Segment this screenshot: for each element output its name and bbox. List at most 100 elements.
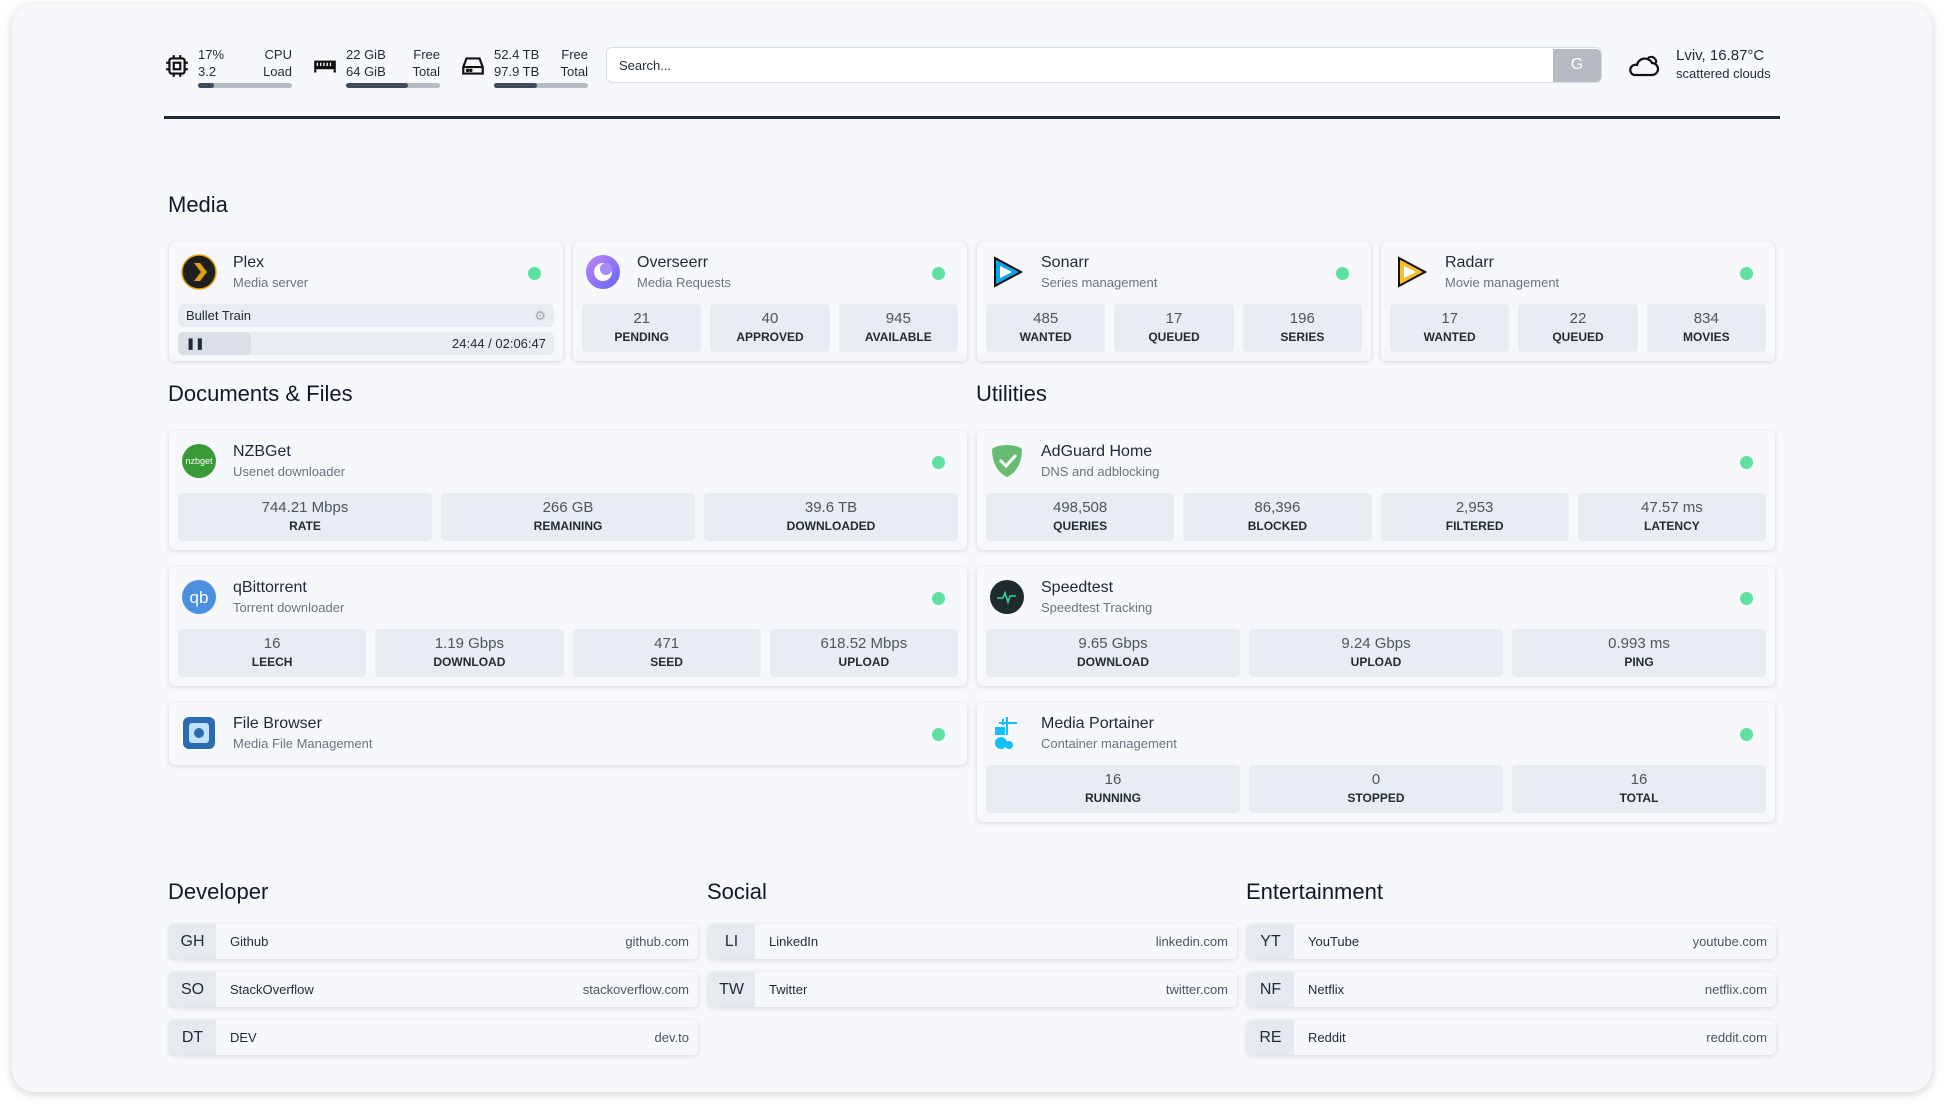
bookmark-dev[interactable]: DT DEV dev.to bbox=[169, 1020, 698, 1055]
stat-value: 39.6 TB bbox=[804, 499, 858, 516]
search-button[interactable]: G bbox=[1553, 48, 1601, 82]
search-input[interactable]: Search... G bbox=[606, 47, 1602, 83]
service-description: Speedtest Tracking bbox=[1041, 600, 1153, 615]
service-card-nzbget[interactable]: nzbget NZBGet Usenet downloader 744.21 Mbps… bbox=[169, 431, 967, 550]
stat-label: QUERIES bbox=[1053, 519, 1108, 533]
stat-value: 834 bbox=[1693, 310, 1719, 327]
service-card-speedtest[interactable]: Speedtest Speedtest Tracking 9.65 Gbps DOWN… bbox=[977, 567, 1775, 686]
service-description: Torrent downloader bbox=[233, 600, 345, 615]
status-dot bbox=[932, 592, 945, 605]
status-dot bbox=[1740, 456, 1753, 469]
stat-label: BLOCKED bbox=[1247, 519, 1308, 533]
header-divider bbox=[164, 116, 1780, 119]
service-card-qbittorrent[interactable]: qb qBittorrent Torrent downloader 16 LEECH 1.… bbox=[169, 567, 967, 686]
bookmark-name: Twitter bbox=[769, 982, 808, 997]
stat-label: PING bbox=[1624, 655, 1654, 669]
disk-bar bbox=[494, 83, 588, 88]
stat-block: 945 AVAILABLE bbox=[838, 304, 958, 352]
stat-value: 22 bbox=[1569, 310, 1587, 327]
service-card-plex[interactable]: Plex Media server Bullet Train ⚙ ❚❚ 24:44 / 0… bbox=[169, 242, 563, 361]
bookmark-linkedin[interactable]: LI LinkedIn linkedin.com bbox=[708, 924, 1237, 959]
bookmark-abbr: TW bbox=[708, 972, 755, 1007]
stat-value: 16 bbox=[1630, 771, 1648, 788]
pause-icon[interactable]: ❚❚ bbox=[186, 338, 205, 350]
stats-row: 16 LEECH 1.19 Gbps DOWNLOAD 471 SEED 618.52 Mb… bbox=[178, 629, 958, 677]
stat-value: 618.52 Mbps bbox=[820, 635, 908, 652]
stat-value: 40 bbox=[761, 310, 779, 327]
stat-block: 17 WANTED bbox=[1390, 304, 1510, 352]
stat-label: FILTERED bbox=[1445, 519, 1504, 533]
cloud-sun-icon bbox=[1629, 55, 1660, 77]
service-card-adguard-home[interactable]: AdGuard Home DNS and adblocking 498,508 QUE… bbox=[977, 431, 1775, 550]
cpu-load: 3.2 bbox=[198, 64, 217, 79]
stats-row: 9.65 Gbps DOWNLOAD 9.24 Gbps UPLOAD 0.993 ms… bbox=[986, 629, 1766, 677]
service-name: NZBGet bbox=[233, 443, 291, 460]
service-description: Media Requests bbox=[637, 275, 731, 290]
stat-value: 945 bbox=[885, 310, 911, 327]
section-documents: Documents & Files bbox=[168, 381, 353, 406]
stat-value: 485 bbox=[1033, 310, 1059, 327]
bookmark-url: stackoverflow.com bbox=[582, 982, 689, 997]
bookmark-url: twitter.com bbox=[1165, 982, 1228, 997]
qbittorrent-logo-icon: qb bbox=[181, 579, 217, 615]
stat-block: 266 GB REMAINING bbox=[441, 493, 695, 541]
stat-label: UPLOAD bbox=[1350, 655, 1402, 669]
cpu-usage: 17% bbox=[198, 47, 225, 62]
service-card-media-portainer[interactable]: Media Portainer Container management 16 RUN… bbox=[977, 703, 1775, 822]
bookmark-url: linkedin.com bbox=[1155, 934, 1228, 949]
service-card-radarr[interactable]: Radarr Movie management 17 WANTED 22 QUEUED 83… bbox=[1381, 242, 1775, 361]
ram-bar bbox=[346, 83, 440, 88]
bookmark-github[interactable]: GH Github github.com bbox=[169, 924, 698, 959]
stat-value: 744.21 Mbps bbox=[261, 499, 349, 516]
stats-row: 744.21 Mbps RATE 266 GB REMAINING 39.6 TB DOW… bbox=[178, 493, 958, 541]
now-playing-title-bar: Bullet Train ⚙ bbox=[178, 304, 554, 327]
cpu-bar bbox=[198, 83, 292, 88]
status-dot bbox=[932, 728, 945, 741]
stat-label: SEED bbox=[650, 655, 683, 669]
service-card-sonarr[interactable]: Sonarr Series management 485 WANTED 17 QUEUED… bbox=[977, 242, 1371, 361]
stat-label: REMAINING bbox=[533, 519, 603, 533]
stat-value: 471 bbox=[654, 635, 680, 652]
status-dot bbox=[932, 456, 945, 469]
bookmark-netflix[interactable]: NF Netflix netflix.com bbox=[1247, 972, 1776, 1007]
stat-label: MOVIES bbox=[1682, 330, 1730, 344]
stats-row: 21 PENDING 40 APPROVED 945 AVAILABLE bbox=[582, 304, 958, 352]
overseerr-logo-icon bbox=[585, 254, 621, 290]
bookmark-stackoverflow[interactable]: SO StackOverflow stackoverflow.com bbox=[169, 972, 698, 1007]
bookmark-twitter[interactable]: TW Twitter twitter.com bbox=[708, 972, 1237, 1007]
stat-label: PENDING bbox=[614, 330, 669, 344]
total-label: Total bbox=[412, 64, 440, 79]
playback-progress[interactable]: ❚❚ 24:44 / 02:06:47 bbox=[178, 332, 554, 355]
ram-free: 22 GiB bbox=[346, 47, 386, 62]
stat-label: QUEUED bbox=[1552, 330, 1604, 344]
stat-block: 1.19 Gbps DOWNLOAD bbox=[375, 629, 564, 677]
weather-widget: Lviv, 16.87°C scattered clouds bbox=[1626, 47, 1771, 81]
stat-value: 498,508 bbox=[1053, 499, 1108, 516]
bookmark-name: DEV bbox=[230, 1030, 257, 1045]
ram-total: 64 GiB bbox=[346, 64, 386, 79]
dashboard-frame: 17% CPU 3.2 Load 22 GiB Free 64 GiB Total 52.4… bbox=[12, 4, 1932, 1092]
bookmark-youtube[interactable]: YT YouTube youtube.com bbox=[1247, 924, 1776, 959]
settings-icon[interactable]: ⚙ bbox=[534, 307, 546, 323]
stat-value: 47.57 ms bbox=[1641, 499, 1703, 516]
bookmark-name: Reddit bbox=[1308, 1030, 1346, 1045]
free-label: Free bbox=[561, 47, 588, 62]
bookmark-reddit[interactable]: RE Reddit reddit.com bbox=[1247, 1020, 1776, 1055]
stat-block: 9.24 Gbps UPLOAD bbox=[1249, 629, 1503, 677]
bookmark-name: Netflix bbox=[1308, 982, 1345, 997]
stat-value: 9.24 Gbps bbox=[1341, 635, 1411, 652]
service-card-overseerr[interactable]: Overseerr Media Requests 21 PENDING 40 APPROV… bbox=[573, 242, 967, 361]
service-name: qBittorrent bbox=[233, 579, 307, 596]
stat-block: 744.21 Mbps RATE bbox=[178, 493, 432, 541]
stat-label: DOWNLOAD bbox=[1077, 655, 1149, 669]
stat-block: 196 SERIES bbox=[1242, 304, 1362, 352]
bookmark-abbr: LI bbox=[708, 924, 755, 959]
stat-block: 86,396 BLOCKED bbox=[1183, 493, 1372, 541]
service-name: Plex bbox=[233, 254, 265, 271]
stat-label: LATENCY bbox=[1643, 519, 1700, 533]
service-card-file-browser[interactable]: File Browser Media File Management bbox=[169, 703, 967, 765]
disk-total: 97.9 TB bbox=[494, 64, 540, 79]
stat-block: 471 SEED bbox=[572, 629, 761, 677]
svg-text:nzbget: nzbget bbox=[185, 456, 213, 466]
status-dot bbox=[932, 267, 945, 280]
